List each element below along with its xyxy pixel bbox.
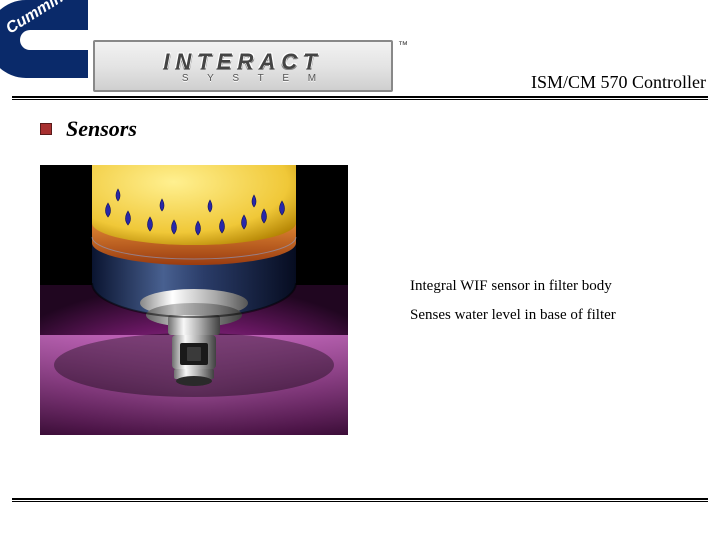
section-title: Sensors bbox=[66, 116, 137, 142]
body-text: Integral WIF sensor in filter body Sense… bbox=[410, 272, 616, 329]
interact-system-badge: INTERACT S Y S T E M bbox=[93, 40, 393, 92]
header-rule bbox=[12, 96, 708, 100]
page-subtitle: ISM/CM 570 Controller bbox=[531, 72, 706, 93]
section-bullet: Sensors bbox=[40, 116, 137, 142]
bullet-square-icon bbox=[40, 123, 52, 135]
body-line-2: Senses water level in base of filter bbox=[410, 301, 616, 330]
sensor-illustration bbox=[40, 165, 348, 435]
interact-title: INTERACT bbox=[163, 49, 322, 75]
trademark-symbol: ™ bbox=[398, 40, 408, 51]
footer-rule bbox=[12, 498, 708, 502]
cummins-logo: Cummins bbox=[0, 0, 88, 78]
body-line-1: Integral WIF sensor in filter body bbox=[410, 272, 616, 301]
